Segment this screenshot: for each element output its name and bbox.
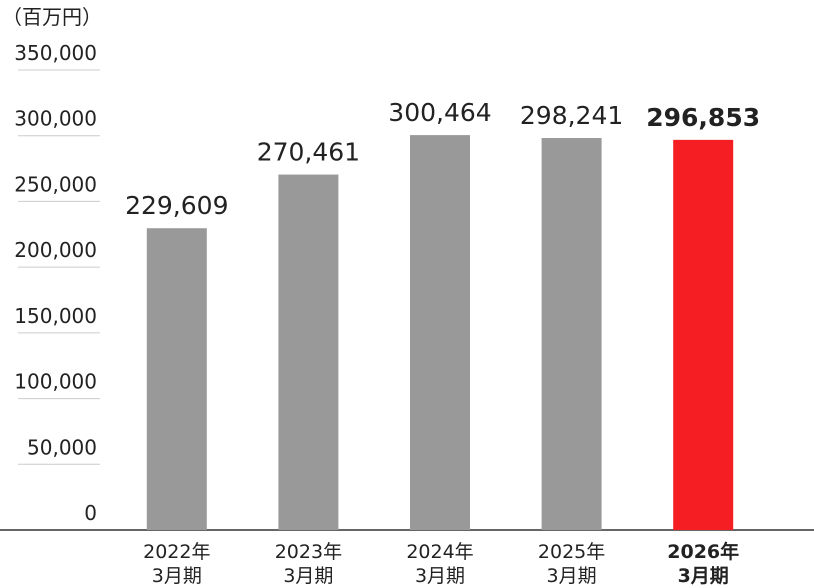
y-tick-label: 50,000 (27, 435, 97, 459)
y-tick-label: 350,000 (14, 41, 97, 65)
x-tick-label: 3月期 (678, 565, 729, 587)
value-label: 298,241 (520, 101, 623, 130)
bar (278, 174, 339, 530)
y-axis-unit: （百万円） (2, 5, 102, 29)
y-tick-label: 250,000 (14, 172, 97, 196)
y-tick-label: 100,000 (14, 370, 97, 394)
y-tick-label: 300,000 (14, 107, 97, 131)
bar (410, 135, 470, 530)
x-tick-label: 2025年 (538, 541, 605, 563)
value-label: 300,464 (388, 98, 491, 127)
bar (146, 228, 207, 531)
y-tick-label: 200,000 (14, 238, 97, 262)
x-tick-label: 2023年 (275, 541, 342, 563)
x-tick-label: 3月期 (547, 565, 597, 587)
y-tick-label: 0 (84, 501, 97, 525)
value-label: 270,461 (257, 138, 360, 167)
x-tick-label: 3月期 (283, 565, 333, 587)
x-tick-label: 3月期 (152, 565, 202, 587)
bar (541, 138, 602, 530)
bar (673, 139, 734, 530)
x-tick-label: 2022年 (143, 541, 210, 563)
x-tick-label: 2024年 (406, 541, 473, 563)
x-tick-label: 3月期 (415, 565, 465, 587)
x-tick-label: 2026年 (667, 540, 739, 563)
value-label: 296,853 (646, 103, 760, 132)
y-tick-label: 150,000 (14, 304, 97, 328)
value-label: 229,609 (125, 191, 228, 220)
